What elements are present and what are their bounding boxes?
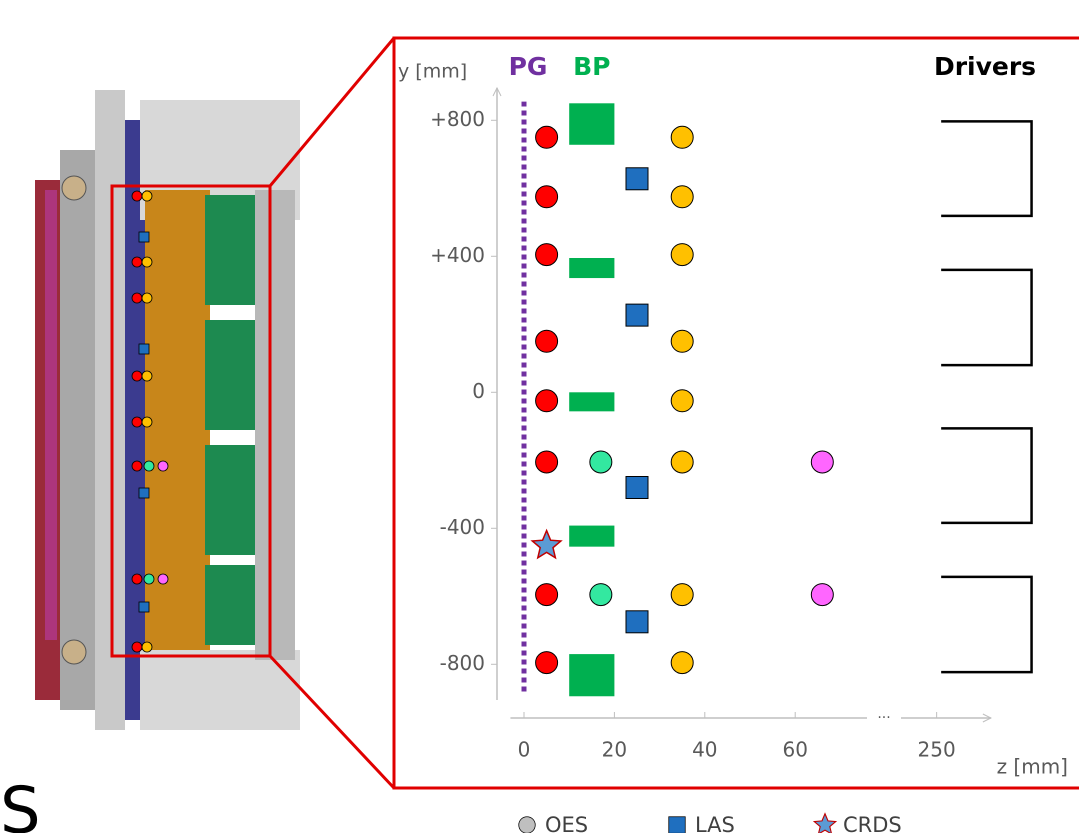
- driver: [941, 577, 1031, 672]
- oes-marker: [671, 186, 693, 208]
- legend-marker: [519, 817, 536, 833]
- bp-plate: [569, 526, 614, 547]
- oes-marker: [671, 330, 693, 352]
- x-axis-label: z [mm]: [997, 755, 1068, 779]
- y-tick-label: -800: [440, 651, 485, 675]
- driver: [941, 270, 1031, 365]
- las-marker: [626, 611, 648, 633]
- y-axis-label: y [mm]: [398, 61, 467, 83]
- bp-label: BP: [573, 52, 610, 81]
- crds-marker: [532, 531, 561, 558]
- figure: S y [mm] z [mm] ... +800 +400 0 -400 -800 0 20 4…: [0, 0, 1079, 833]
- oes-marker: [536, 330, 558, 352]
- oes-marker: [536, 390, 558, 412]
- oes-marker: [671, 244, 693, 266]
- oes-marker: [590, 584, 612, 606]
- oes-marker: [536, 584, 558, 606]
- oes-marker: [536, 244, 558, 266]
- driver: [941, 428, 1031, 523]
- bp-plate: [569, 654, 614, 696]
- y-tick-label: 0: [472, 379, 485, 403]
- oes-marker: [590, 451, 612, 473]
- x-tick-label: 60: [782, 738, 807, 762]
- oes-marker: [671, 390, 693, 412]
- x-tick-label: 40: [692, 738, 717, 762]
- legend-label: OES: [545, 813, 588, 833]
- legend-marker: [814, 814, 835, 833]
- oes-marker: [536, 126, 558, 148]
- oes-marker: [671, 652, 693, 674]
- las-marker: [626, 304, 648, 326]
- legend-label: LAS: [695, 813, 735, 833]
- oes-marker: [671, 451, 693, 473]
- legend-label: CRDS: [843, 813, 902, 833]
- driver: [941, 121, 1031, 216]
- oes-marker: [536, 451, 558, 473]
- pg-label: PG: [509, 52, 548, 81]
- bp-plate: [569, 103, 614, 144]
- bp-plate: [569, 258, 614, 278]
- y-tick-label: +800: [430, 107, 485, 131]
- bp-plate: [569, 392, 614, 411]
- drivers-label: Drivers: [934, 52, 1036, 81]
- oes-marker: [536, 652, 558, 674]
- y-tick-label: -400: [440, 515, 485, 539]
- x-tick-label: 20: [602, 738, 627, 762]
- oes-marker: [811, 584, 833, 606]
- las-marker: [626, 477, 648, 499]
- las-marker: [626, 168, 648, 190]
- legend-marker: [669, 817, 686, 833]
- oes-marker: [671, 126, 693, 148]
- oes-marker: [671, 584, 693, 606]
- axis-break: ...: [877, 706, 890, 722]
- y-tick-label: +400: [430, 243, 485, 267]
- x-tick-label: 250: [918, 738, 956, 762]
- oes-marker: [536, 186, 558, 208]
- x-tick-label: 0: [518, 738, 531, 762]
- oes-marker: [811, 451, 833, 473]
- side-text: S: [0, 775, 41, 833]
